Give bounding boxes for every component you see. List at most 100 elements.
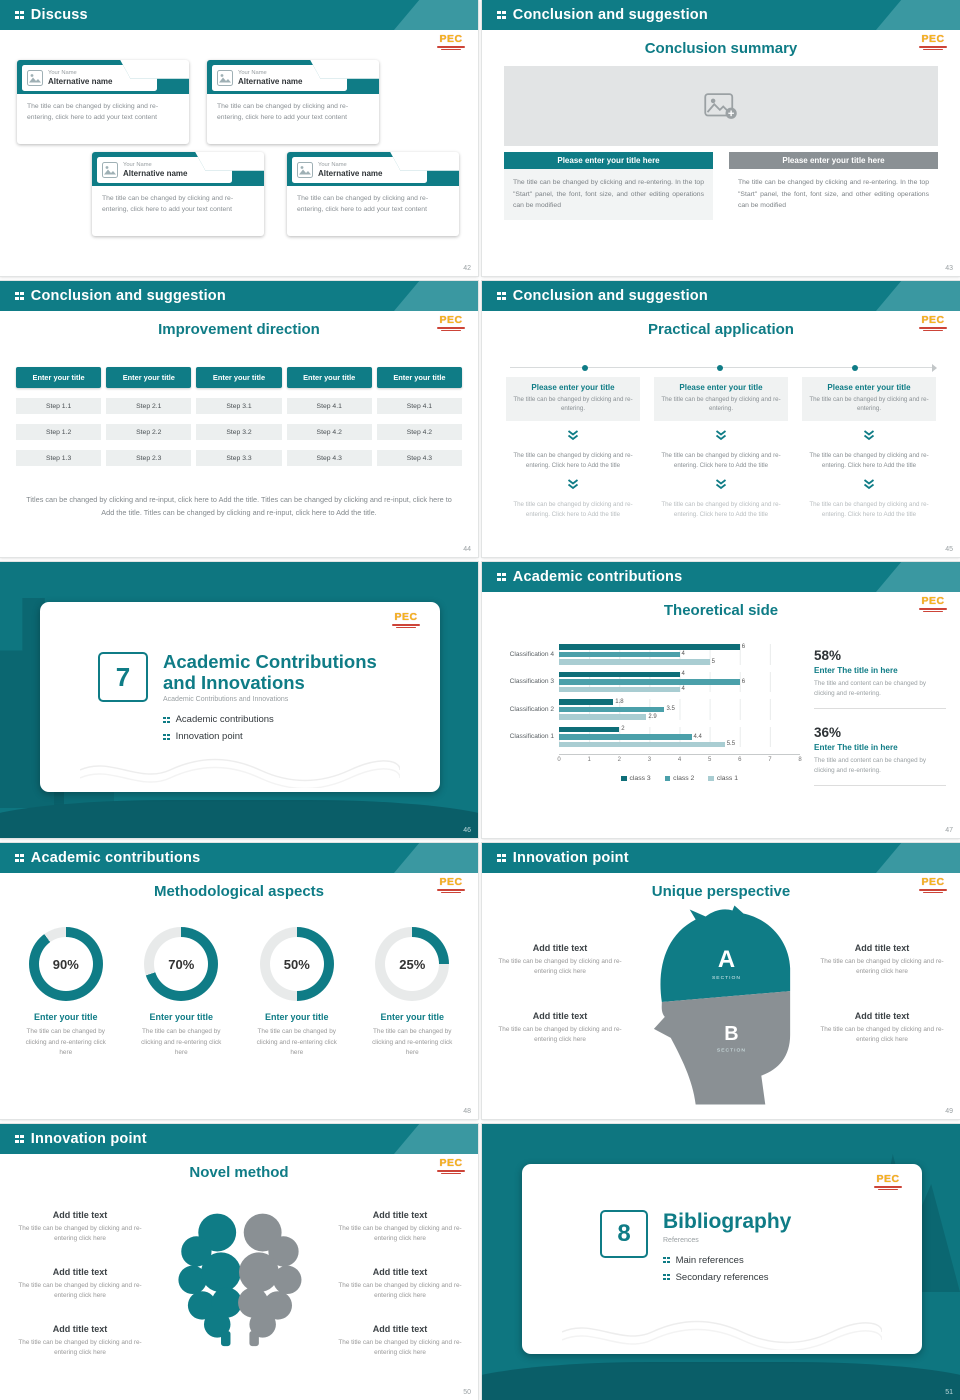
pec-logo-text: PEC	[921, 314, 945, 326]
slide-header: Academic contributions	[482, 562, 960, 592]
donut-percent: 25%	[399, 956, 426, 972]
enter-title-button[interactable]: Enter your title	[106, 367, 192, 388]
member-name-label: Your Name	[123, 162, 152, 168]
logo-underline	[923, 611, 943, 613]
block-text: The title can be changed by clicking and…	[18, 1282, 142, 1300]
column-subtext: The title can be changed by clicking and…	[661, 396, 781, 413]
logo-underline	[441, 1173, 461, 1175]
page-number: 48	[463, 1108, 471, 1115]
donut-column: 50% Enter your title The title can be chan…	[239, 927, 355, 1059]
slide-50[interactable]: Innovation point PEC Novel method Add ti…	[0, 1124, 478, 1400]
bullet-item[interactable]: Academic contributions	[163, 714, 408, 725]
grid-bullet-icon	[163, 716, 170, 724]
stat-text: The title and content can be changed by …	[814, 756, 946, 786]
enter-title-button[interactable]: Please enter your title	[679, 383, 763, 392]
header-wedge	[876, 281, 960, 311]
block-heading: Add title text	[854, 943, 910, 953]
bullet-item[interactable]: Main references	[663, 1255, 791, 1266]
slide-49[interactable]: Innovation point PEC Unique perspective …	[482, 843, 960, 1119]
slide-header-title: Conclusion and suggestion	[30, 288, 226, 304]
bullet-label: Academic contributions	[175, 714, 274, 726]
pec-logo-text: PEC	[439, 33, 463, 45]
slide-45[interactable]: Conclusion and suggestion PEC Practical …	[482, 281, 960, 557]
slide-header-title: Innovation point	[512, 850, 629, 866]
logo-underline	[923, 49, 943, 51]
grid-icon	[15, 10, 24, 20]
bar-value-label: 4	[681, 671, 685, 678]
donut-title: Enter your title	[149, 1012, 213, 1022]
slide-header: Innovation point	[0, 1124, 478, 1154]
donut-percent: 50%	[283, 956, 310, 972]
card-header: Your Name Alternative name	[212, 65, 347, 91]
block-heading: Add title text	[532, 943, 588, 953]
section-bullets: Academic contributions Innovation point	[163, 714, 408, 742]
text-block: Add title text The title can be changed b…	[10, 1324, 150, 1359]
page-number: 46	[463, 827, 471, 834]
body-text: The title can be changed by clicking and…	[738, 179, 929, 210]
logo-underline	[874, 1186, 902, 1188]
section-bullets: Main references Secondary references	[663, 1255, 791, 1283]
header-wedge	[876, 0, 960, 30]
step-item: Step 4.2	[376, 424, 463, 440]
stat-title: Enter The title in here	[814, 666, 898, 675]
folder-tab: Your Name Alternative name	[207, 60, 379, 94]
step-item: Step 4.3	[376, 450, 463, 466]
bullet-item[interactable]: Secondary references	[663, 1272, 791, 1283]
conclusion-column: Please enter your title here The title c…	[504, 152, 713, 220]
enter-title-button[interactable]: Enter your title	[376, 367, 463, 388]
slide-43[interactable]: Conclusion and suggestion PEC Conclusion…	[482, 0, 960, 276]
grid-icon	[497, 291, 506, 301]
slide-header: Conclusion and suggestion	[0, 281, 478, 311]
logo-underline	[919, 608, 947, 610]
donut-percent: 90%	[52, 956, 79, 972]
image-placeholder[interactable]	[504, 66, 938, 146]
enter-title-button[interactable]: Enter your title	[16, 367, 102, 388]
text-block: Add title text The title can be changed b…	[496, 1011, 624, 1046]
slide-51[interactable]: PEC 8 Bibliography References Main refer…	[482, 1124, 960, 1400]
slide-48[interactable]: Academic contributions PEC Methodologica…	[0, 843, 478, 1119]
bullet-label: Secondary references	[675, 1271, 769, 1283]
bullet-item[interactable]: Innovation point	[163, 731, 408, 742]
text-block: Add title text The title can be changed b…	[330, 1210, 470, 1245]
double-chevron-down-icon	[566, 477, 580, 495]
column-subtext: The title can be changed by clicking and…	[513, 396, 633, 413]
title-button-secondary[interactable]: Please enter your title here	[729, 152, 938, 169]
text-block: Add title text The title can be changed b…	[330, 1267, 470, 1302]
slide-title: Novel method	[189, 1164, 289, 1181]
slide-46[interactable]: PEC 7 Academic Contributions and Innovat…	[0, 562, 478, 838]
column-header-panel: Please enter your title The title can be …	[802, 377, 936, 421]
enter-title-button[interactable]: Please enter your title	[531, 383, 615, 392]
member-name-label: Your Name	[48, 70, 77, 76]
enter-title-button[interactable]: Enter your title	[286, 367, 372, 388]
stat-block: 36% Enter The title in here The title an…	[814, 725, 946, 786]
donut-column: 25% Enter your title The title can be chan…	[355, 927, 471, 1059]
slide-47[interactable]: Academic contributions PEC Theoretical s…	[482, 562, 960, 838]
bar-value-label: 4	[681, 686, 685, 693]
title-button-primary[interactable]: Please enter your title here	[504, 152, 713, 169]
bar-value-label: 1.8	[615, 698, 624, 705]
slide-44[interactable]: Conclusion and suggestion PEC Improvemen…	[0, 281, 478, 557]
column-step-text-faded: The title can be changed by clicking and…	[513, 501, 633, 519]
bar-value-label: 4.4	[693, 733, 702, 740]
slide-42[interactable]: Discuss PEC Your Name Alternative name The…	[0, 0, 478, 276]
donut-text: The title can be changed by clicking and…	[372, 1028, 453, 1057]
double-chevron-down-icon	[566, 428, 580, 446]
bar-value-label: 2	[621, 726, 625, 733]
member-alt-name: Alternative name	[318, 169, 383, 178]
legend-swatch	[708, 775, 714, 782]
enter-title-button[interactable]: Please enter your title	[827, 383, 911, 392]
section-b-label: SECTION	[717, 1048, 746, 1054]
section-content: 8 Bibliography References Main reference…	[600, 1210, 791, 1289]
footer-text: Titles can be changed by clicking and re…	[26, 495, 452, 518]
enter-title-button[interactable]: Enter your title	[196, 367, 282, 388]
section-content: 7 Academic Contributions and Innovations…	[98, 651, 408, 748]
brain-left-half	[178, 1213, 242, 1347]
category-label: Classification 2	[509, 705, 554, 713]
logo-underline	[437, 327, 465, 329]
block-text: The title can be changed by clicking and…	[820, 1026, 944, 1044]
image-placeholder-icon	[704, 92, 737, 119]
category-label: Classification 3	[509, 678, 554, 686]
picture-icon	[297, 162, 313, 178]
donut-column: 70% Enter your title The title can be chan…	[124, 927, 240, 1059]
decorative-wave	[562, 1320, 882, 1350]
